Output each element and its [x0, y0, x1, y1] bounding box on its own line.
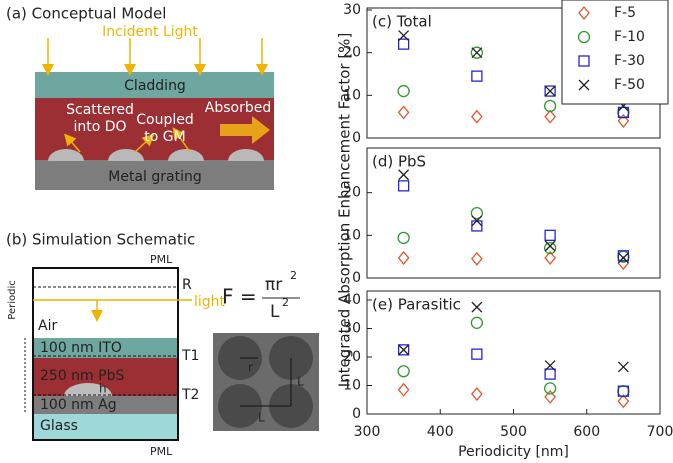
label: Air — [38, 318, 57, 334]
axes-title: (c) Total — [372, 13, 432, 31]
label: Coupled — [136, 112, 194, 128]
marker — [399, 39, 409, 49]
label: h — [99, 382, 107, 396]
formula: F = — [222, 285, 257, 309]
marker — [471, 317, 482, 328]
y-tick-label: 20 — [343, 185, 361, 201]
y-tick-label: 30 — [343, 321, 361, 337]
y-tick-label: 30 — [343, 2, 361, 18]
marker — [399, 181, 409, 191]
y-tick-label: 0 — [352, 406, 361, 422]
panel-title: (b) Simulation Schematic — [6, 231, 195, 249]
legend-label: F-5 — [614, 5, 636, 21]
marker — [472, 302, 482, 312]
label: Cladding — [124, 78, 186, 94]
label: Absorbed — [205, 100, 271, 116]
label: Metal grating — [108, 169, 201, 185]
label: light — [194, 294, 226, 310]
label: r — [248, 361, 253, 375]
formula: L — [270, 302, 280, 322]
x-tick-label: 300 — [354, 424, 381, 440]
marker — [472, 349, 482, 359]
legend-label: F-30 — [614, 53, 645, 69]
axes-title: (d) PbS — [372, 153, 426, 171]
marker — [472, 253, 482, 265]
marker — [399, 345, 409, 355]
marker — [472, 111, 482, 123]
label: Incident Light — [102, 24, 198, 40]
marker — [472, 71, 482, 81]
x-tick-label: 400 — [427, 424, 454, 440]
panel-title: (a) Conceptual Model — [6, 5, 166, 23]
marker — [545, 111, 555, 123]
label: 250 nm PbS — [40, 368, 124, 384]
marker — [399, 106, 409, 118]
marker — [472, 221, 482, 231]
formula: πr — [265, 275, 282, 295]
axes-title: (e) Parasitic — [372, 296, 461, 314]
legend-label: F-10 — [614, 29, 645, 45]
x-axis-label: Periodicity [nm] — [458, 444, 569, 460]
marker — [399, 170, 409, 180]
label: R — [182, 277, 192, 293]
label: 100 nm Ag — [40, 397, 117, 413]
conceptual-model: (a) Conceptual Model Incident Light Clad… — [6, 5, 274, 191]
x-tick-label: 600 — [573, 424, 600, 440]
y-tick-label: 10 — [343, 227, 361, 243]
y-tick-label: 40 — [343, 292, 361, 308]
marker — [399, 384, 409, 396]
marker — [545, 230, 555, 240]
label: Glass — [40, 418, 78, 434]
marker — [399, 252, 409, 264]
marker — [545, 369, 555, 379]
marker — [398, 232, 409, 243]
marker — [545, 383, 556, 394]
label: L — [297, 375, 304, 389]
label: T2 — [181, 387, 199, 403]
simulation-schematic: (b) Simulation Schematic PML PML R light… — [6, 231, 319, 459]
label: 100 nm ITO — [40, 340, 122, 356]
x-tick-label: 700 — [647, 424, 673, 440]
figure: (a) Conceptual Model Incident Light Clad… — [0, 0, 673, 463]
label: Periodic — [7, 280, 18, 319]
label: PML — [150, 445, 173, 458]
legend-label: F-50 — [614, 77, 645, 93]
formula: 2 — [282, 296, 289, 309]
label: PML — [150, 253, 173, 266]
y-tick-label: 20 — [343, 349, 361, 365]
marker — [472, 388, 482, 400]
y-tick-label: 10 — [343, 378, 361, 394]
marker — [545, 86, 555, 96]
label: into DO — [73, 119, 126, 135]
x-tick-label: 500 — [500, 424, 527, 440]
marker — [398, 366, 409, 377]
label: to GM — [144, 129, 185, 145]
label: T1 — [181, 348, 199, 364]
marker — [472, 48, 482, 58]
label: Scattered — [66, 102, 134, 118]
marker — [398, 86, 409, 97]
formula: 2 — [290, 269, 297, 282]
y-tick-label: 0 — [352, 270, 361, 286]
marker — [618, 362, 628, 372]
label: L — [258, 411, 265, 425]
marker — [618, 257, 628, 269]
marker — [618, 107, 629, 118]
